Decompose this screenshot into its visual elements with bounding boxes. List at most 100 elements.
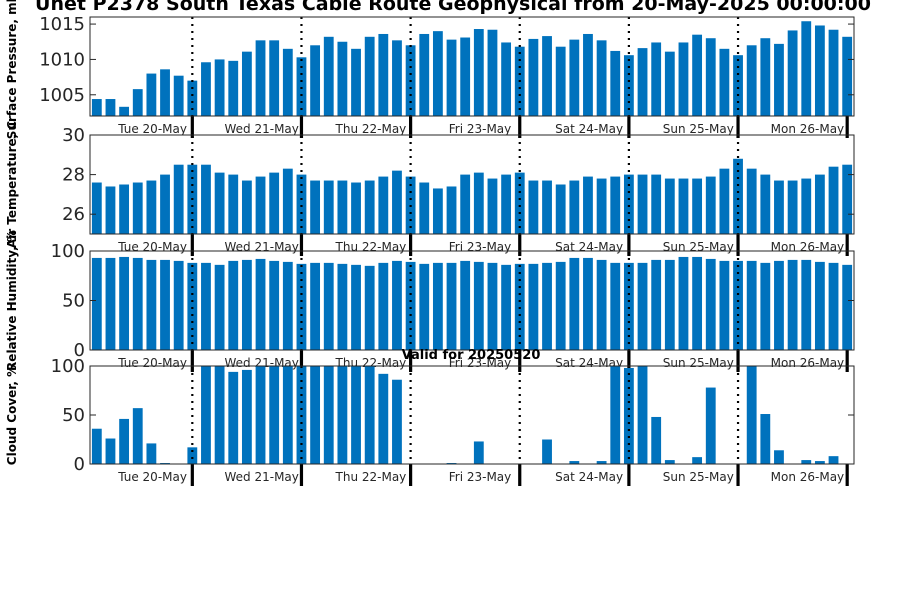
bar (91, 257, 102, 350)
bar (310, 45, 321, 116)
bar (323, 366, 334, 464)
bar (719, 260, 730, 350)
bar (637, 174, 648, 234)
bar (705, 38, 716, 116)
bar (583, 257, 593, 350)
bar (760, 414, 771, 464)
bar (692, 457, 703, 464)
bar (746, 366, 757, 464)
bar (760, 262, 771, 350)
bar (132, 408, 143, 464)
bar (119, 418, 130, 464)
panel-4: 0 50 100 Tue 20-May Wed 21-May Thu 22-May Fri … (5, 356, 855, 486)
xtick-label: Wed 21-May (225, 122, 299, 136)
bar (814, 461, 825, 464)
bar (528, 263, 539, 350)
bar (255, 176, 266, 234)
bar (201, 366, 211, 464)
bar (378, 262, 389, 350)
ylabel: Relative Humidity, % (5, 230, 19, 371)
xtick-label: Sat 24-May (555, 240, 623, 254)
panel-1: 1005 1010 1015 Tue 20-May Wed 21-May Thu 22-M… (5, 0, 855, 139)
bar (146, 180, 157, 234)
ytick-label: 28 (62, 165, 85, 186)
bar (337, 180, 348, 234)
bar (473, 441, 484, 464)
bar (705, 176, 716, 234)
xtick-label: Sun 25-May (663, 470, 734, 484)
ytick-label: 50 (62, 405, 85, 426)
bar (364, 366, 375, 464)
bar (160, 69, 170, 116)
bar (310, 262, 321, 350)
bar (119, 256, 130, 350)
bar (337, 366, 348, 464)
bar (733, 55, 743, 116)
bar (664, 51, 675, 116)
bar (214, 366, 225, 464)
bar (487, 178, 498, 234)
bar (91, 99, 102, 116)
bar (255, 40, 266, 117)
bar (392, 170, 402, 234)
bar (173, 164, 184, 234)
xtick-label: Tue 20-May (117, 470, 187, 484)
bar (801, 178, 812, 234)
ytick-label: 1005 (39, 85, 85, 106)
bar (610, 366, 621, 464)
bar (746, 260, 757, 350)
bar (596, 40, 607, 117)
xtick-label: Wed 21-May (225, 240, 299, 254)
panel-2: 26 28 30 Tue 20-May Wed 21-May Thu 22-May Fri … (5, 121, 855, 256)
xtick-label: Sun 25-May (663, 122, 734, 136)
ylabel: Cloud Cover, % (5, 365, 19, 465)
bar (746, 168, 757, 234)
bar (801, 259, 812, 350)
bar (787, 259, 798, 350)
bar (774, 180, 784, 234)
bar (610, 50, 621, 116)
xtick-label: Tue 20-May (117, 356, 187, 370)
ytick-label: 1010 (39, 49, 85, 70)
bar (173, 75, 184, 116)
bar (487, 29, 498, 117)
bar (719, 168, 730, 234)
bar (651, 42, 662, 116)
bar (637, 366, 648, 464)
bar (828, 456, 839, 464)
bar (282, 366, 293, 464)
bar (801, 21, 812, 117)
bar (814, 25, 825, 117)
bar (392, 40, 402, 117)
bar (460, 174, 471, 234)
bar (814, 174, 825, 234)
bar (432, 262, 443, 350)
bar (364, 180, 375, 234)
bar (323, 262, 334, 350)
bar (528, 180, 539, 234)
bar (351, 182, 361, 234)
bar (814, 261, 825, 350)
bar (228, 371, 239, 464)
bar (392, 260, 402, 350)
xtick-label: Tue 20-May (117, 240, 187, 254)
xtick-label: Fri 23-May (449, 122, 512, 136)
bar (201, 164, 211, 234)
bar (241, 259, 252, 350)
bar (378, 373, 389, 464)
bar (432, 188, 443, 234)
bar (201, 62, 211, 116)
bar (323, 36, 334, 116)
bar (378, 33, 389, 116)
bar (446, 262, 457, 350)
bar (269, 366, 280, 464)
bar (719, 48, 730, 116)
bar (351, 366, 361, 464)
bar (228, 60, 239, 116)
bar (473, 172, 484, 234)
bar (91, 182, 102, 234)
bar (569, 39, 580, 116)
bar (678, 178, 689, 234)
bar (596, 259, 607, 350)
xtick-label: Mon 26-May (771, 122, 845, 136)
